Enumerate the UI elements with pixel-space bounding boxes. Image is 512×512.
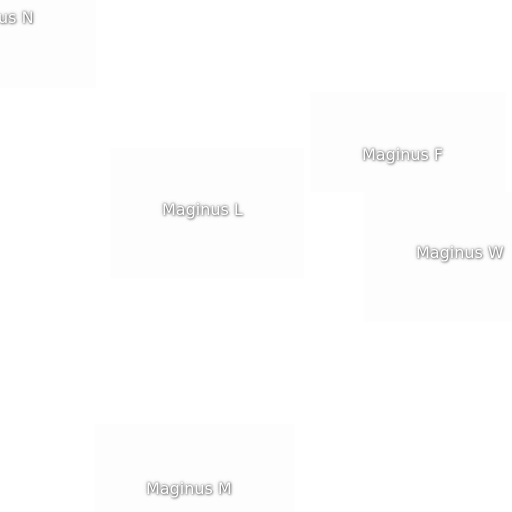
crater-label-maginus-w[interactable]: Maginus W [416,243,504,262]
crater-label-maginus-m[interactable]: Maginus M [146,479,232,498]
crater-label-maginus-n[interactable]: us N [0,8,34,27]
map-tile [310,92,506,192]
map-tile [364,192,512,322]
map-tile [0,0,96,88]
crater-label-maginus-f[interactable]: Maginus F [362,145,444,164]
crater-label-maginus-l[interactable]: Maginus L [162,200,243,219]
map-tile [110,148,304,278]
map-tile [94,424,294,512]
